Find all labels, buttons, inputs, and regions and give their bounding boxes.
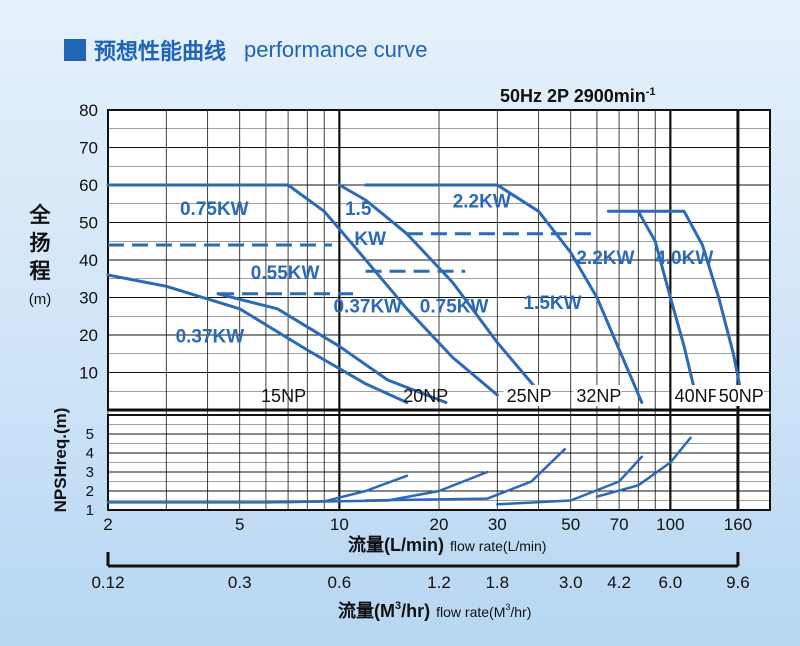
- x-axis-title-m3-sup: 3: [395, 600, 401, 612]
- power-label: 4.0KW: [655, 248, 713, 269]
- model-label-bg: [671, 385, 720, 406]
- x-axis-title-flow: 流量(L/min) flow rate(L/min): [348, 534, 546, 556]
- x-axis-title-flow-en: flow rate(L/min): [450, 538, 546, 554]
- chart-title: 预想性能曲线 performance curve: [64, 36, 428, 65]
- y-tick-label-head: 60: [79, 176, 98, 195]
- x-tick-label-m3: 1.8: [485, 573, 509, 592]
- head-curve-15NP-0.37KW: [106, 273, 409, 404]
- x-tick-label-m3: 0.12: [91, 573, 124, 592]
- power-label: 0.37KW: [176, 327, 245, 348]
- y-axis-label-head-char: 全: [29, 203, 52, 227]
- model-label: 15NP: [261, 386, 306, 406]
- model-label-bg: [503, 385, 552, 406]
- y-tick-label-npsh: 1: [86, 502, 94, 519]
- y-tick-label-head: 70: [79, 139, 98, 158]
- npsh-curve-32NP: [496, 455, 644, 506]
- x-tick-label-m3: 3.0: [559, 573, 583, 592]
- x-tick-label-m3: 9.6: [726, 573, 750, 592]
- y-axis-label-npsh: NPSHreq.(m): [51, 408, 70, 513]
- x-tick-label-flow: 10: [330, 515, 349, 534]
- x-axis-title-m3-cn: 流量: [338, 600, 374, 622]
- x-tick-label-flow: 20: [430, 515, 449, 534]
- npsh-curve-40NP: [595, 436, 692, 498]
- power-label: 2.2KW: [576, 248, 634, 269]
- x-tick-label-m3: 1.2: [427, 573, 451, 592]
- model-label-bg: [573, 385, 622, 406]
- y-tick-label-npsh: 3: [86, 464, 94, 481]
- x-tick-label-flow: 30: [488, 515, 507, 534]
- x-tick-label-flow: 160: [724, 515, 752, 534]
- x-tick-label-flow: 50: [561, 515, 580, 534]
- head-curve-20NP-1.5KW: [337, 183, 541, 393]
- y-tick-label-head: 20: [79, 326, 98, 345]
- y-axis-label-head-unit: (m): [29, 291, 52, 308]
- y-axis-label-head-char: 程: [30, 260, 51, 283]
- x-tick-label-m3: 0.6: [328, 573, 352, 592]
- y-tick-label-head: 50: [79, 214, 98, 233]
- spec-label: 50Hz 2P 2900min-1: [500, 86, 656, 107]
- x-tick-label-flow: 70: [610, 515, 629, 534]
- power-label: KW: [354, 229, 386, 250]
- title-square-icon: [64, 39, 86, 61]
- x-axis-title-flow-unit: (L/min): [384, 535, 444, 555]
- x-axis-title-flow-text: 流量(L/min) flow rate(L/min): [348, 534, 546, 556]
- head-curves: [106, 183, 744, 404]
- x-tick-label-m3: 6.0: [659, 573, 683, 592]
- npsh-curve-20NP: [264, 470, 489, 504]
- y-tick-label-head: 80: [79, 101, 98, 120]
- model-label: 25NP: [507, 386, 552, 406]
- x-axis-title-m3-en-sup: 3: [505, 602, 510, 612]
- x-axis-title-m3-pre: (M: [374, 601, 395, 621]
- power-label: 2.2KW: [453, 192, 511, 213]
- x-tick-label-m3: 4.2: [607, 573, 631, 592]
- y-tick-label-head: 10: [79, 364, 98, 383]
- power-label: 1.5KW: [523, 293, 581, 314]
- x-axis-title-m3: 流量(M3/hr) flow rate(M3/hr): [338, 600, 531, 622]
- x-axis-title-m3-en: flow rate(M: [436, 604, 505, 620]
- power-label: 0.55KW: [251, 263, 320, 284]
- x-tick-label-flow: 2: [103, 515, 112, 534]
- head-curve-20NP-0.55KW: [216, 292, 448, 404]
- model-label: 32NP: [576, 386, 621, 406]
- title-en: performance curve: [244, 37, 428, 62]
- head-curve-40NP-4.0KW: [636, 209, 744, 401]
- model-label-bg: [715, 385, 764, 406]
- model-label: 50NP: [719, 386, 764, 406]
- power-label: 0.75KW: [420, 297, 489, 318]
- y-tick-label-head: 40: [79, 251, 98, 270]
- head-curve-15NP-0.75KW: [106, 183, 499, 397]
- spec-text: 50Hz 2P 2900min: [500, 86, 646, 106]
- title-cn: 预想性能曲线: [94, 40, 227, 65]
- head-curve-25NP-2.2KW: [364, 183, 644, 404]
- y-tick-label-npsh: 4: [86, 445, 94, 462]
- npsh-panel-border: [107, 414, 771, 511]
- model-label: 40NP: [675, 386, 720, 406]
- npsh-curves: [106, 436, 692, 506]
- x-axis-title-flow-cn: 流量: [348, 534, 384, 556]
- power-label: 1.5: [345, 199, 372, 220]
- spec-sup: -1: [645, 86, 656, 98]
- grid-lines: [107, 109, 771, 511]
- x-tick-label-flow: 100: [656, 515, 684, 534]
- y-tick-label-head: 30: [79, 289, 98, 308]
- y-tick-label-npsh: 2: [86, 483, 94, 500]
- power-label: 0.75KW: [180, 199, 249, 220]
- x-tick-label-m3: 0.3: [228, 573, 252, 592]
- npsh-curve-25NP: [364, 447, 567, 502]
- y-axis-label-head-char: 扬: [30, 232, 51, 255]
- y-tick-label-npsh: 5: [86, 426, 94, 443]
- x-tick-label-flow: 5: [235, 515, 244, 534]
- x-axis-title-m3-post: /hr): [401, 601, 430, 621]
- power-label: 0.37KW: [333, 297, 402, 318]
- x-axis-title-m3-en-post: /hr): [510, 604, 531, 620]
- dashed-reference-lines: [108, 232, 597, 296]
- model-label: 20NP: [403, 386, 448, 406]
- head-curve-32NP-2.2KW: [606, 209, 699, 401]
